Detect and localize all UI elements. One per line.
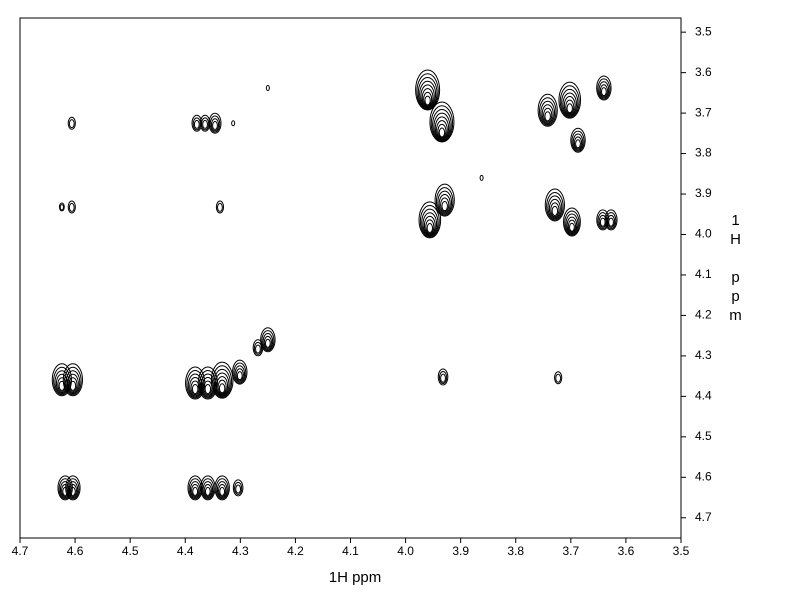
cross-peak [252,339,264,357]
y-tick-label: 4.0 [695,227,712,241]
cross-peak [185,366,206,400]
cross-peak [479,174,484,181]
cross-peak [604,209,618,231]
cross-peak [418,201,442,239]
cross-peak [58,202,65,212]
x-tick-label: 3.6 [618,544,635,558]
x-tick-label: 4.5 [122,544,139,558]
x-tick-label: 4.0 [397,544,414,558]
cross-peak [570,127,586,153]
y-tick-label: 3.5 [695,24,712,38]
y-tick-label: 3.8 [695,146,712,160]
cross-peak [415,69,441,111]
x-axis-label: 1H ppm [329,569,382,586]
y-tick-label: 4.6 [695,469,712,483]
cross-peak [260,327,276,353]
y-tick-label: 3.9 [695,186,712,200]
cross-peak [437,368,449,386]
cross-peak [429,101,455,143]
cross-peak [208,112,222,134]
cross-peak [232,479,244,497]
y-tick-label: 4.5 [695,429,712,443]
x-tick-label: 4.3 [232,544,249,558]
cross-peak [544,188,565,222]
x-tick-label: 3.7 [562,544,579,558]
y-axis-label: 1H ppm [727,212,744,326]
cross-peak [200,475,216,501]
plot-frame [19,17,682,539]
y-tick-label: 3.7 [695,105,712,119]
cross-peak [231,120,236,127]
x-tick-label: 4.6 [67,544,84,558]
cross-peak [214,475,230,501]
y-tick-label: 4.2 [695,308,712,322]
cross-peak [215,200,225,214]
cross-peak [596,75,612,101]
x-tick-label: 4.1 [342,544,359,558]
y-tick-label: 4.1 [695,267,712,281]
cross-peak [67,200,76,214]
x-tick-label: 3.5 [673,544,690,558]
cross-peak [187,475,203,501]
x-tick-label: 4.4 [177,544,194,558]
cross-peak [210,361,234,399]
cross-peak [554,371,563,385]
cross-peak [62,363,83,397]
x-tick-label: 3.9 [452,544,469,558]
cross-peak [67,116,76,130]
x-tick-label: 4.2 [287,544,304,558]
cross-peak [232,359,248,385]
y-tick-label: 3.6 [695,65,712,79]
y-tick-label: 4.4 [695,389,712,403]
cross-peak [265,85,270,92]
y-tick-label: 4.7 [695,510,712,524]
x-tick-label: 4.7 [12,544,29,558]
x-tick-label: 3.8 [507,544,524,558]
cross-peak [199,114,211,132]
cross-peak [563,207,581,237]
cross-peak [537,93,558,127]
cross-peak [434,183,455,217]
y-tick-label: 4.3 [695,348,712,362]
cross-peak [65,475,81,501]
cross-peak [558,81,582,119]
